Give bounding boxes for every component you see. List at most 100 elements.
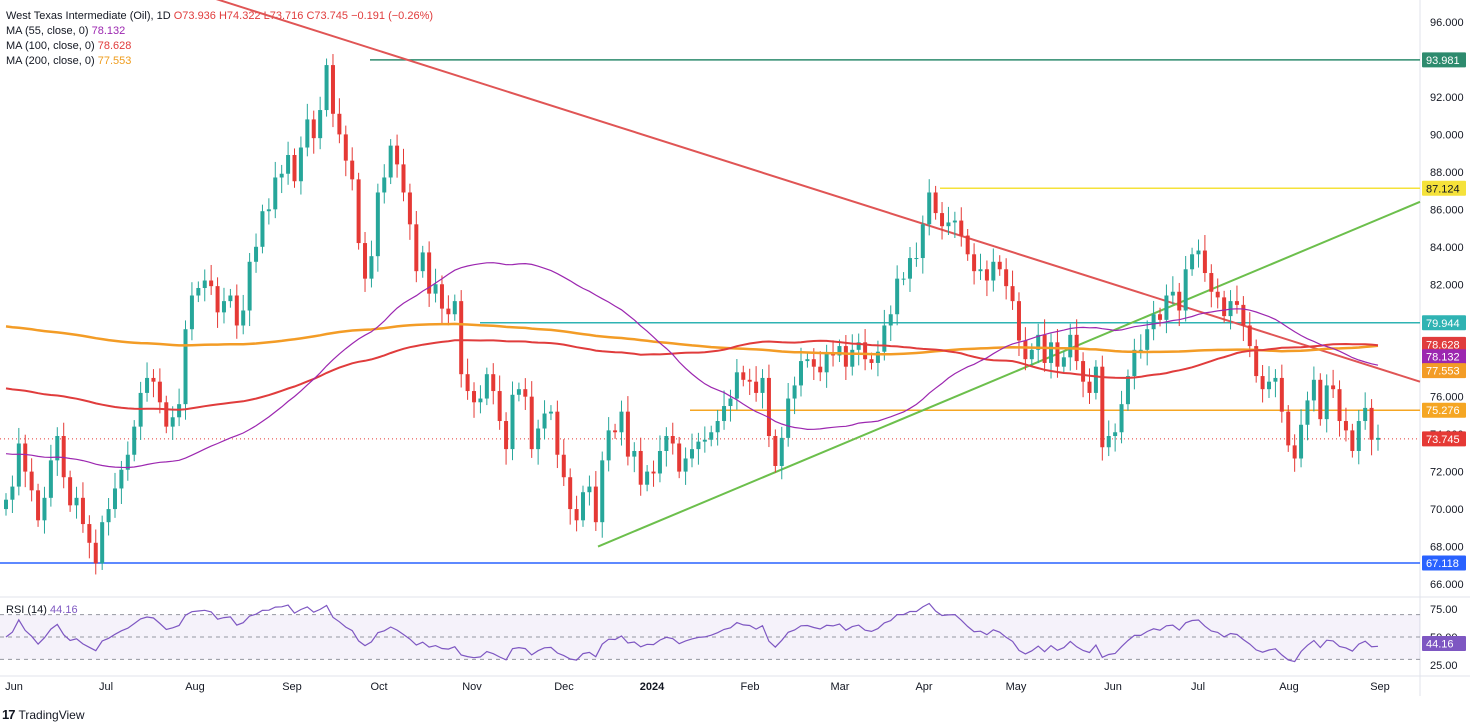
candle-body [574,509,579,521]
candle-body [1299,424,1304,459]
candle-body [593,486,598,523]
candle-body [100,522,105,564]
candle-body [1292,445,1297,459]
candle-body [978,269,983,272]
candle-body [292,155,297,182]
candle-body [991,261,996,281]
candle-body [491,374,496,392]
candle-body [1234,301,1239,305]
candle-body [1202,250,1207,274]
candle-body [1286,411,1291,446]
ma100-line [5,339,1379,411]
price-label-text: 75.276 [1426,405,1460,417]
candle-body [548,411,553,414]
candle-body [516,389,521,395]
candle-body [1376,437,1380,440]
candle-body [305,119,310,148]
candle-body [1177,291,1182,311]
candle-body [760,377,765,393]
candle-body [145,377,150,393]
candle-body [914,258,919,260]
candle-body [555,411,560,455]
candle-body [202,280,207,289]
candle-body [869,359,874,363]
rsi-line [5,602,1379,663]
candle-body [228,295,233,302]
candle-body [747,379,752,382]
candle-body [363,243,368,279]
candle-body [29,471,34,491]
candle-body [1343,421,1348,431]
candle-body [786,398,791,438]
candle-body [465,374,470,392]
candle-body [561,454,566,478]
x-tick-label: Sep [282,681,302,693]
uptrend-line [597,200,1421,548]
candle-body [286,155,291,174]
candle-body [523,389,528,397]
ohlc-values: O73.936 H74.322 L73.716 C73.745 −0.191 (… [173,10,434,22]
candle-body [1016,301,1021,341]
candle-body [87,524,92,543]
candle-body [330,65,335,114]
candle-body [196,288,201,296]
candle-body [1331,385,1336,390]
candle-body [1196,250,1201,255]
y-tick-label: 88.000 [1430,167,1464,179]
candle-body [1305,400,1310,425]
candle-body [1029,349,1034,360]
candle-body [811,359,816,367]
candle-body [427,252,432,294]
candle-body [266,209,271,212]
ma100-value: 78.628 [97,40,132,52]
candle-body [638,450,643,485]
candle-body [1318,379,1323,420]
x-tick-label: Jun [5,681,23,693]
candle-body [946,222,951,227]
candle-body [901,278,906,280]
candle-body [529,396,534,450]
candle-body [831,353,836,356]
candle-body [298,147,303,182]
candle-body [1209,273,1214,292]
candle-body [907,258,912,279]
candle-body [74,497,79,506]
candle-body [1311,379,1316,401]
tradingview-logo[interactable]: 17 TradingView [2,707,85,722]
candle-body [843,346,848,367]
candle-body [1004,269,1009,287]
candle-body [497,391,502,422]
candle-body [1247,325,1252,347]
y-tick-label: 96.000 [1430,17,1464,29]
symbol-title: West Texas Intermediate (Oil), 1D [6,10,171,22]
x-tick-label: Dec [554,681,574,693]
candle-body [388,145,393,178]
candle-body [61,436,66,478]
candle-body [510,394,515,450]
candle-body [343,134,348,161]
candle-body [824,353,829,373]
candle-body [657,450,662,474]
candle-body [42,497,47,521]
rsi-legend: RSI (14) 44.16 [6,604,78,616]
candle-body [875,351,880,363]
x-tick-label: May [1006,681,1027,693]
x-tick-label: Jun [1104,681,1122,693]
candle-body [1260,376,1265,390]
candle-body [542,413,547,429]
y-tick-label: 86.000 [1430,204,1464,216]
candle-body [311,119,316,139]
candle-body [1279,377,1284,412]
candle-body [722,406,727,422]
candle-body [209,280,214,287]
candle-body [728,398,733,407]
candle-body [792,385,797,399]
candle-body [472,391,477,403]
price-label-box [1422,315,1466,331]
candle-body [779,437,784,466]
price-label-text: 73.745 [1426,434,1460,446]
candle-body [279,173,284,178]
candle-body [645,471,650,485]
price-label-box [1422,431,1466,447]
